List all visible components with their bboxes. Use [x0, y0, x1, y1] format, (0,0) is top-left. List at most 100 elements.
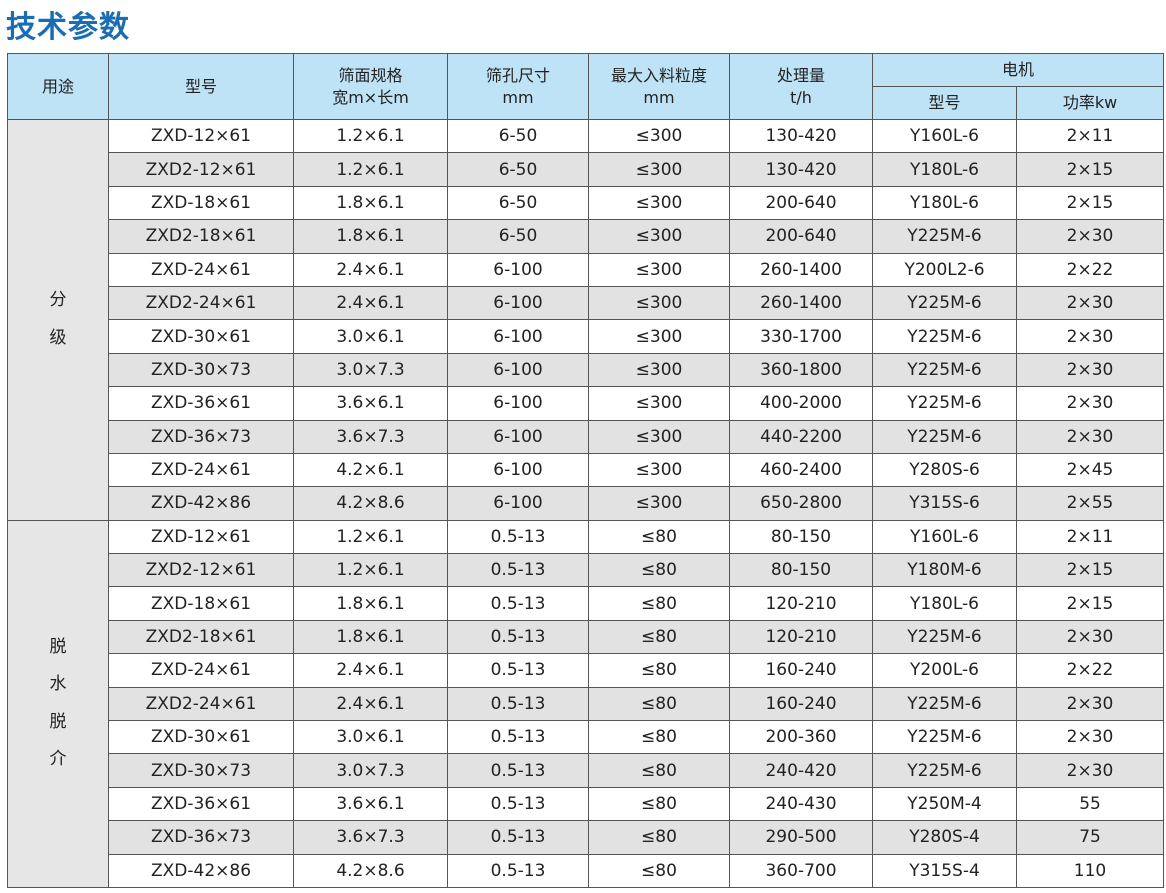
- table-cell: 2.4×6.1: [293, 686, 448, 722]
- table-cell: 2×15: [1015, 553, 1165, 588]
- table-cell: 3.0×6.1: [293, 319, 448, 354]
- table-cell: 6-100: [447, 419, 589, 454]
- header-motor: 电机: [871, 53, 1165, 87]
- table-cell: 1.8×6.1: [293, 185, 448, 221]
- table-cell: ZXD-36×61: [108, 386, 294, 421]
- table-cell: Y225M-6: [872, 720, 1017, 755]
- table-cell: 1.2×6.1: [293, 152, 448, 187]
- table-cell: Y280S-4: [872, 820, 1017, 855]
- table-cell: 2×15: [1015, 152, 1165, 187]
- table-cell: ≤300: [588, 386, 730, 421]
- table-row: ZXD2-24×61 2.4×6.1 0.5-13 ≤80 160-240 Y225M-6…: [8, 686, 1165, 722]
- table-cell: ≤80: [588, 686, 730, 722]
- table-row: ZXD-30×61 3.0×6.1 0.5-13 ≤80 200-360 Y225M-6 2…: [8, 720, 1165, 755]
- table-cell: 3.6×7.3: [293, 820, 448, 855]
- table-cell: 0.5-13: [447, 786, 589, 822]
- table-cell: Y180M-6: [872, 553, 1017, 588]
- table-cell: 110: [1015, 853, 1165, 888]
- table-cell: 2×30: [1015, 319, 1165, 354]
- table-cell: ZXD-36×73: [108, 820, 294, 855]
- table-cell: ZXD-42×86: [108, 486, 294, 521]
- table-cell: 6-50: [447, 118, 589, 154]
- table-cell: Y225M-6: [872, 386, 1017, 421]
- table-cell: 200-360: [729, 720, 873, 755]
- table-cell: 2×30: [1015, 386, 1165, 421]
- table-cell: 2×30: [1015, 753, 1165, 788]
- table-cell: ZXD2-18×61: [108, 219, 294, 254]
- usage-group-cell: 分级: [7, 119, 109, 521]
- table-row: 分级 ZXD-12×61 1.2×6.1 6-50 ≤300 130-420 Y160L-6…: [7, 118, 1165, 521]
- table-cell: Y315S-4: [872, 853, 1017, 888]
- table-cell: ≤300: [588, 185, 730, 221]
- table-row: ZXD-36×61 3.6×6.1 6-100 ≤300 400-2000 Y225M-6…: [8, 386, 1165, 421]
- table-cell: ZXD-42×86: [108, 853, 294, 888]
- table-cell: Y280S-6: [872, 452, 1017, 488]
- table-row: ZXD-24×61 2.4×6.1 6-100 ≤300 260-1400 Y200L2-…: [8, 252, 1165, 287]
- table-cell: 130-420: [729, 152, 873, 187]
- table-row: ZXD-18×61 1.8×6.1 0.5-13 ≤80 120-210 Y180L-6 2…: [8, 586, 1165, 621]
- table-cell: Y225M-6: [872, 753, 1017, 788]
- table-cell: 3.6×6.1: [293, 386, 448, 421]
- table-cell: ≤300: [588, 319, 730, 354]
- table-cell: 6-50: [447, 185, 589, 221]
- table-cell: 2×11: [1015, 118, 1165, 154]
- table-cell: 0.5-13: [447, 853, 589, 888]
- table-cell: 2×30: [1015, 219, 1165, 254]
- header-motor-model: 型号: [872, 86, 1017, 120]
- table-cell: 2×30: [1015, 285, 1165, 321]
- table-cell: 460-2400: [729, 452, 873, 488]
- table-cell: ≤300: [588, 419, 730, 454]
- table-cell: ≤80: [588, 586, 730, 621]
- table-cell: 650-2800: [729, 486, 873, 521]
- table-cell: ZXD-30×61: [108, 720, 294, 755]
- table-cell: Y180L-6: [872, 152, 1017, 187]
- table-cell: 0.5-13: [447, 619, 589, 655]
- table-cell: ZXD-36×61: [108, 786, 294, 822]
- page-title: 技术参数: [6, 10, 130, 45]
- table-row: ZXD2-24×61 2.4×6.1 6-100 ≤300 260-1400 Y225M-…: [8, 285, 1165, 321]
- table-cell: ≤80: [588, 786, 730, 822]
- table-cell: ZXD2-18×61: [108, 619, 294, 655]
- table-cell: ≤300: [588, 486, 730, 521]
- table-cell: Y315S-6: [872, 486, 1017, 521]
- table-cell: 0.5-13: [447, 653, 589, 688]
- table-cell: 3.0×7.3: [293, 753, 448, 788]
- table-cell: ZXD-18×61: [108, 586, 294, 621]
- table-cell: 400-2000: [729, 386, 873, 421]
- table-cell: 2.4×6.1: [293, 252, 448, 287]
- table-cell: 0.5-13: [447, 553, 589, 588]
- table-cell: 6-100: [447, 285, 589, 321]
- table-cell: 1.2×6.1: [293, 519, 448, 555]
- header-capacity: 处理量 t/h: [729, 53, 873, 120]
- table-cell: Y225M-6: [872, 319, 1017, 354]
- table-cell: Y180L-6: [872, 185, 1017, 221]
- table-cell: ZXD2-24×61: [108, 686, 294, 722]
- table-cell: 2.4×6.1: [293, 285, 448, 321]
- table-cell: 2.4×6.1: [293, 653, 448, 688]
- table-cell: ZXD-18×61: [108, 185, 294, 221]
- header-usage: 用途: [7, 53, 109, 120]
- table-cell: 55: [1015, 786, 1165, 822]
- table-cell: 2×15: [1015, 185, 1165, 221]
- table-cell: ≤80: [588, 553, 730, 588]
- table-cell: ZXD-12×61: [108, 519, 294, 555]
- table-cell: Y160L-6: [872, 519, 1017, 555]
- table-cell: 80-150: [729, 519, 873, 555]
- table-cell: 120-210: [729, 586, 873, 621]
- table-cell: ≤300: [588, 219, 730, 254]
- table-cell: ≤300: [588, 252, 730, 287]
- table-cell: 1.2×6.1: [293, 118, 448, 154]
- table-row: ZXD2-12×61 1.2×6.1 0.5-13 ≤80 80-150 Y180M-6 2…: [8, 553, 1165, 588]
- table-cell: ≤300: [588, 152, 730, 187]
- table-cell: 6-50: [447, 219, 589, 254]
- table-cell: 200-640: [729, 185, 873, 221]
- table-cell: ZXD2-24×61: [108, 285, 294, 321]
- table-cell: ZXD-12×61: [108, 118, 294, 154]
- table-cell: 1.8×6.1: [293, 619, 448, 655]
- table-cell: 0.5-13: [447, 519, 589, 555]
- table-cell: 240-430: [729, 786, 873, 822]
- table-row: ZXD2-18×61 1.8×6.1 0.5-13 ≤80 120-210 Y225M-6…: [8, 619, 1165, 655]
- header-aperture: 筛孔尺寸 mm: [447, 53, 589, 120]
- table-cell: Y250M-4: [872, 786, 1017, 822]
- table-cell: Y225M-6: [872, 219, 1017, 254]
